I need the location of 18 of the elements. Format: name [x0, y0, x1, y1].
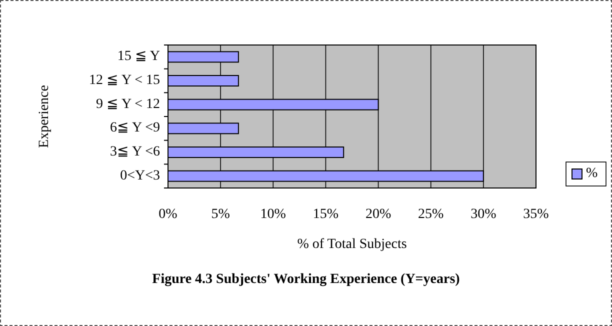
y-tick-label: 9 ≦ Y < 12: [96, 96, 160, 112]
text: Figure 4.3 Subjects' Working Experience (Y=years): [152, 272, 460, 287]
y-tick-label: 12 ≦ Y < 15: [89, 72, 160, 88]
x-tick-label: 5%: [211, 207, 230, 222]
x-tick-label: 30%: [470, 207, 497, 222]
y-tick-label: 15 ≦ Y: [117, 49, 160, 64]
legend-label: %: [586, 166, 598, 182]
x-tick-label: 15%: [312, 207, 339, 222]
x-tick-label: 10%: [260, 207, 286, 222]
x-tick-label: 20%: [365, 207, 392, 222]
x-tick-label: 35%: [523, 207, 550, 222]
y-tick-label: 6≦ Y <9: [110, 120, 160, 136]
x-axis-title: % of Total Subjects: [297, 237, 407, 252]
y-tick-label: 0<Y<3: [120, 168, 160, 184]
y-axis-title: Experience: [37, 85, 52, 148]
x-tick-label: 0%: [158, 207, 178, 222]
y-tick-label: 3≦ Y <6: [110, 144, 160, 160]
x-tick-label: 25%: [418, 207, 444, 222]
